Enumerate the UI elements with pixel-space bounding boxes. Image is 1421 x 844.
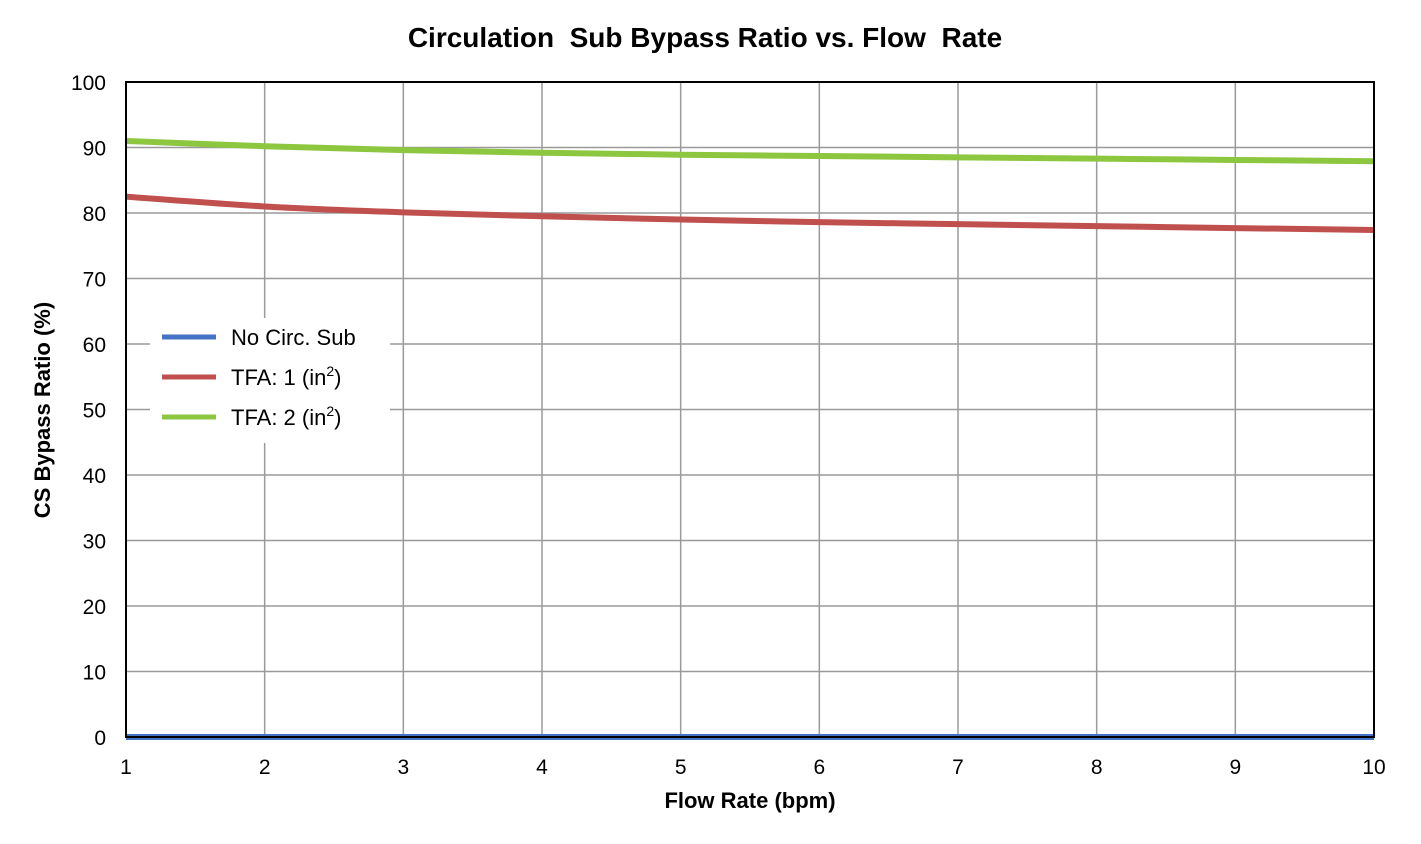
- x-tick-label-6: 6: [813, 756, 825, 779]
- y-tick-label-90: 90: [83, 138, 106, 161]
- x-tick-label-4: 4: [536, 756, 548, 779]
- legend-label-tfa-1-sup: 2: [326, 363, 334, 379]
- y-tick-label-30: 30: [83, 531, 106, 554]
- x-axis-title: Flow Rate (bpm): [664, 788, 835, 813]
- legend-label-tfa-2: TFA: 2 (in2): [231, 403, 341, 430]
- legend-label-tfa-1-text: TFA: 1 (in: [231, 365, 326, 390]
- y-tick-label-0: 0: [94, 727, 106, 750]
- y-tick-label-20: 20: [83, 596, 106, 619]
- y-axis-title: CS Bypass Ratio (%): [30, 302, 55, 518]
- y-tick-label-60: 60: [83, 334, 106, 357]
- plot-area-border: [125, 81, 1375, 738]
- y-tick-label-80: 80: [83, 203, 106, 226]
- legend: No Circ. Sub TFA: 1 (in2) TFA: 2 (in2): [150, 318, 390, 443]
- legend-label-tfa-2-text: TFA: 2 (in: [231, 405, 326, 430]
- x-tick-label-2: 2: [259, 756, 271, 779]
- x-tick-labels: 1 2 3 4 5 6 7 8 9 10: [120, 756, 1386, 779]
- legend-label-tfa-1: TFA: 1 (in2): [231, 363, 341, 390]
- y-tick-label-100: 100: [71, 72, 106, 95]
- y-tick-labels: 0 10 20 30 40 50 60 70 80 90 100: [71, 72, 106, 750]
- y-tick-label-70: 70: [83, 269, 106, 292]
- y-tick-label-40: 40: [83, 465, 106, 488]
- x-tick-label-1: 1: [120, 756, 132, 779]
- x-tick-label-3: 3: [397, 756, 409, 779]
- y-tick-label-50: 50: [83, 400, 106, 423]
- series-line-tfa-1-in: [125, 193, 1375, 234]
- x-tick-label-10: 10: [1362, 756, 1385, 779]
- x-tick-label-9: 9: [1229, 756, 1241, 779]
- x-tick-label-8: 8: [1091, 756, 1103, 779]
- y-tick-label-10: 10: [83, 662, 106, 685]
- series-line-tfa-2-in: [125, 137, 1375, 165]
- legend-label-tfa-2-sup: 2: [326, 403, 334, 419]
- legend-label-tfa-1-suffix: ): [334, 365, 341, 390]
- legend-label-no-circ-sub: No Circ. Sub: [231, 325, 356, 350]
- legend-label-tfa-2-suffix: ): [334, 405, 341, 430]
- x-tick-label-7: 7: [952, 756, 964, 779]
- chart-title: Circulation Sub Bypass Ratio vs. Flow Ra…: [408, 22, 1002, 53]
- x-tick-label-5: 5: [675, 756, 687, 779]
